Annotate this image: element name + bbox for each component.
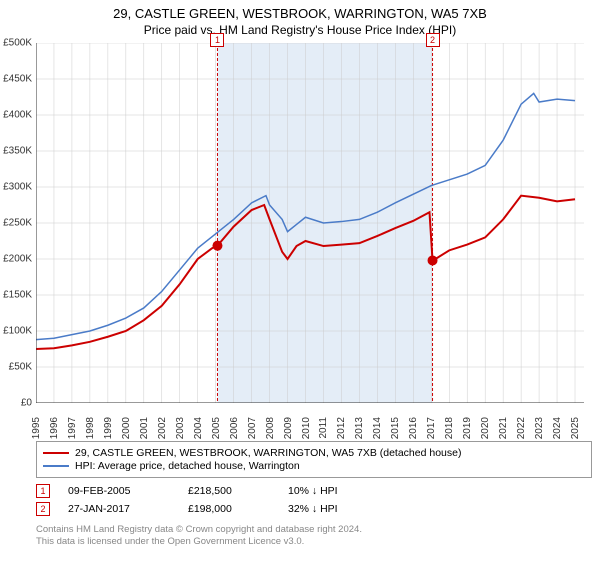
x-tick-label: 2004	[193, 417, 204, 439]
y-tick-label: £100K	[3, 326, 32, 337]
sale-marker-label: 1	[210, 33, 224, 47]
x-tick-label: 2014	[372, 417, 383, 439]
x-tick-label: 2022	[516, 417, 527, 439]
x-tick-label: 2012	[336, 417, 347, 439]
y-tick-label: £300K	[3, 182, 32, 193]
sale-row: 1 09-FEB-2005£218,50010% ↓ HPI	[36, 484, 592, 498]
x-tick-label: 2020	[480, 417, 491, 439]
x-tick-label: 1995	[31, 417, 42, 439]
x-tick-label: 2019	[462, 417, 473, 439]
legend-item: 29, CASTLE GREEN, WESTBROOK, WARRINGTON,…	[43, 447, 585, 459]
x-tick-label: 2024	[552, 417, 563, 439]
footnote-line: This data is licensed under the Open Gov…	[36, 536, 592, 548]
x-tick-label: 2016	[408, 417, 419, 439]
x-tick-label: 2021	[498, 417, 509, 439]
sale-price: £198,000	[188, 503, 288, 515]
legend: 29, CASTLE GREEN, WESTBROOK, WARRINGTON,…	[36, 441, 592, 478]
x-tick-label: 2025	[570, 417, 581, 439]
y-tick-label: £200K	[3, 254, 32, 265]
sale-marker-icon: 1	[36, 484, 50, 498]
x-tick-label: 1996	[49, 417, 60, 439]
sale-date: 09-FEB-2005	[68, 485, 188, 497]
x-tick-label: 2013	[354, 417, 365, 439]
x-tick-label: 2002	[157, 417, 168, 439]
legend-label: HPI: Average price, detached house, Warr…	[75, 460, 300, 472]
x-tick-label: 2010	[301, 417, 312, 439]
x-tick-label: 2018	[444, 417, 455, 439]
y-tick-label: £450K	[3, 74, 32, 85]
x-tick-label: 2015	[390, 417, 401, 439]
sale-marker-label: 2	[426, 33, 440, 47]
legend-label: 29, CASTLE GREEN, WESTBROOK, WARRINGTON,…	[75, 447, 461, 459]
x-tick-label: 2008	[265, 417, 276, 439]
footnote-line: Contains HM Land Registry data © Crown c…	[36, 524, 592, 536]
legend-swatch	[43, 465, 69, 467]
y-tick-label: £0	[21, 398, 32, 409]
x-tick-label: 1999	[103, 417, 114, 439]
y-tick-label: £250K	[3, 218, 32, 229]
x-tick-label: 2000	[121, 417, 132, 439]
sale-price: £218,500	[188, 485, 288, 497]
chart-subtitle: Price paid vs. HM Land Registry's House …	[0, 23, 600, 37]
sale-pct: 10% ↓ HPI	[288, 485, 368, 497]
x-tick-label: 1997	[67, 417, 78, 439]
x-tick-label: 2017	[426, 417, 437, 439]
x-tick-label: 2003	[175, 417, 186, 439]
y-tick-label: £400K	[3, 110, 32, 121]
legend-item: HPI: Average price, detached house, Warr…	[43, 460, 585, 472]
sale-pct: 32% ↓ HPI	[288, 503, 368, 515]
x-tick-label: 2023	[534, 417, 545, 439]
x-tick-label: 2001	[139, 417, 150, 439]
chart-title: 29, CASTLE GREEN, WESTBROOK, WARRINGTON,…	[0, 6, 600, 21]
x-tick-label: 2011	[318, 417, 329, 439]
y-tick-label: £50K	[9, 362, 32, 373]
sales-table: 1 09-FEB-2005£218,50010% ↓ HPI 2 27-JAN-201…	[36, 484, 592, 516]
x-tick-label: 2005	[211, 417, 222, 439]
line-chart	[36, 43, 584, 403]
y-tick-label: £350K	[3, 146, 32, 157]
x-tick-label: 2009	[283, 417, 294, 439]
y-tick-label: £500K	[3, 38, 32, 49]
footnote: Contains HM Land Registry data © Crown c…	[36, 524, 592, 549]
x-tick-label: 1998	[85, 417, 96, 439]
x-tick-label: 2007	[247, 417, 258, 439]
legend-swatch	[43, 452, 69, 454]
sale-row: 2 27-JAN-2017£198,00032% ↓ HPI	[36, 502, 592, 516]
chart-area: £0£50K£100K£150K£200K£250K£300K£350K£400…	[36, 43, 596, 413]
x-tick-label: 2006	[229, 417, 240, 439]
sale-date: 27-JAN-2017	[68, 503, 188, 515]
sale-marker-icon: 2	[36, 502, 50, 516]
y-tick-label: £150K	[3, 290, 32, 301]
